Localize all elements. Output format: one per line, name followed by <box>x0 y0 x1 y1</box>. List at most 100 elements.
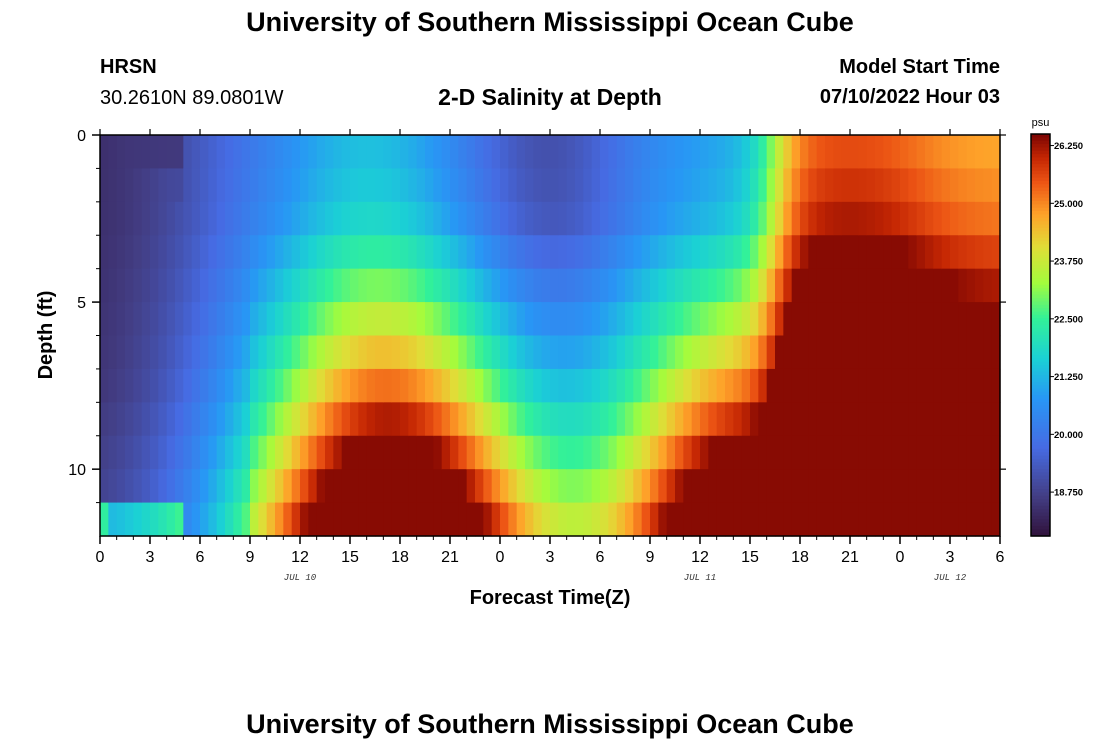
heatmap-cell <box>933 302 943 337</box>
heatmap-cell <box>283 235 293 270</box>
heatmap-cell <box>325 268 334 303</box>
heatmap-cell <box>491 435 501 470</box>
heatmap-cell <box>475 368 484 403</box>
heatmap-cell <box>966 402 976 437</box>
heatmap-cell <box>858 402 868 437</box>
heatmap-cell <box>100 435 109 470</box>
heatmap-cell <box>366 368 376 403</box>
heatmap-cell <box>825 368 834 403</box>
heatmap-cell <box>850 502 859 537</box>
heatmap-cell <box>158 335 168 370</box>
heatmap-cell <box>591 235 601 270</box>
heatmap-cell <box>166 135 176 170</box>
heatmap-cell <box>308 201 318 236</box>
heatmap-cell <box>158 302 168 337</box>
heatmap-cell <box>441 168 451 203</box>
heatmap-cell <box>158 235 168 270</box>
heatmap-cell <box>116 335 126 370</box>
heatmap-cell <box>658 435 668 470</box>
heatmap-cell <box>991 235 1001 270</box>
heatmap-cell <box>258 302 268 337</box>
heatmap-cell <box>475 469 484 504</box>
x-tick-label: 9 <box>246 549 255 566</box>
heatmap-cell <box>583 402 593 437</box>
heatmap-cell <box>525 268 534 303</box>
heatmap-cell <box>108 302 118 337</box>
heatmap-cell <box>108 135 118 170</box>
heatmap-cell <box>950 235 959 270</box>
heatmap-cell <box>383 335 393 370</box>
heatmap-cell <box>433 302 443 337</box>
heatmap-cell <box>383 502 393 537</box>
heatmap-cell <box>858 435 868 470</box>
heatmap-cell <box>516 368 526 403</box>
heatmap-cell <box>900 402 909 437</box>
heatmap-cell <box>108 201 118 236</box>
heatmap-cell <box>550 302 559 337</box>
colorbar-segment <box>1031 512 1050 517</box>
heatmap-cell <box>916 335 926 370</box>
heatmap-cell <box>508 502 518 537</box>
colorbar-segment <box>1031 217 1050 222</box>
heatmap-cell <box>591 302 601 337</box>
heatmap-cell <box>483 201 493 236</box>
heatmap-cell <box>208 368 218 403</box>
heatmap-cell <box>600 335 609 370</box>
heatmap-cell <box>458 402 468 437</box>
heatmap-cell <box>833 268 843 303</box>
heatmap-cell <box>850 168 859 203</box>
heatmap-cell <box>741 201 751 236</box>
heatmap-cell <box>925 335 934 370</box>
heatmap-cell <box>158 368 168 403</box>
heatmap-cell <box>575 201 584 236</box>
heatmap-cell <box>575 402 584 437</box>
colorbar-tick-label: 25.000 <box>1054 199 1083 210</box>
heatmap-cell <box>691 168 701 203</box>
heatmap-cell <box>450 168 459 203</box>
heatmap-cell <box>691 402 701 437</box>
heatmap-cell <box>758 302 768 337</box>
colorbar-segment <box>1031 308 1050 313</box>
heatmap-cell <box>366 201 376 236</box>
heatmap-cell <box>941 368 951 403</box>
heatmap-cell <box>241 469 251 504</box>
heatmap-cell <box>525 168 534 203</box>
heatmap-cell <box>333 302 343 337</box>
heatmap-cell <box>633 502 643 537</box>
heatmap-cell <box>508 135 518 170</box>
heatmap-cell <box>550 402 559 437</box>
heatmap-cell <box>500 135 509 170</box>
heatmap-cell <box>625 368 634 403</box>
heatmap-cell <box>175 302 184 337</box>
heatmap-cell <box>433 368 443 403</box>
heatmap-cell <box>283 201 293 236</box>
heatmap-cell <box>916 435 926 470</box>
heatmap-cell <box>841 201 851 236</box>
colorbar-segment <box>1031 381 1050 386</box>
heatmap-cell <box>508 168 518 203</box>
heatmap-cell <box>241 235 251 270</box>
colorbar-segment <box>1031 187 1050 192</box>
colorbar-segment <box>1031 458 1050 463</box>
heatmap-cell <box>916 235 926 270</box>
colorbar-segment <box>1031 462 1050 467</box>
heatmap-cell <box>133 402 143 437</box>
heatmap-cell <box>100 502 109 537</box>
heatmap-cell <box>491 235 501 270</box>
heatmap-cell <box>433 402 443 437</box>
heatmap-cell <box>225 469 234 504</box>
heatmap-cell <box>916 135 926 170</box>
heatmap-cell <box>558 435 568 470</box>
heatmap-cell <box>700 402 709 437</box>
heatmap-cell <box>700 469 709 504</box>
heatmap-cell <box>708 201 718 236</box>
heatmap-cell <box>716 235 726 270</box>
heatmap-cell <box>275 435 284 470</box>
heatmap-cell <box>891 502 901 537</box>
heatmap-cell <box>183 368 193 403</box>
colorbar-segment <box>1031 412 1050 416</box>
heatmap-cell <box>616 302 626 337</box>
heatmap-cell <box>133 368 143 403</box>
colorbar-segment <box>1031 281 1050 286</box>
heatmap-cell <box>375 469 384 504</box>
